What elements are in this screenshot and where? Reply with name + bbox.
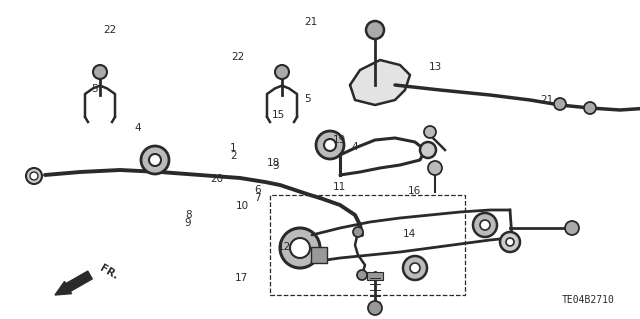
Circle shape [420, 142, 436, 158]
Bar [270, 195, 465, 295]
Circle shape [275, 65, 289, 79]
Circle shape [473, 213, 497, 237]
Text: 19: 19 [333, 135, 346, 145]
Text: 22: 22 [232, 52, 244, 63]
Circle shape [30, 172, 38, 180]
Text: 22: 22 [104, 25, 116, 35]
Text: 4: 4 [134, 122, 141, 133]
Text: 16: 16 [408, 186, 421, 197]
Text: FR.: FR. [98, 263, 120, 281]
Text: 14: 14 [403, 229, 416, 240]
Circle shape [149, 154, 161, 166]
Text: 4: 4 [352, 142, 358, 152]
Bar [367, 272, 383, 280]
Circle shape [93, 65, 107, 79]
Circle shape [403, 256, 427, 280]
Text: 17: 17 [236, 272, 248, 283]
Text: 6: 6 [254, 185, 260, 195]
Polygon shape [350, 60, 410, 105]
Circle shape [26, 168, 42, 184]
Circle shape [554, 98, 566, 110]
Circle shape [357, 270, 367, 280]
Text: TE04B2710: TE04B2710 [561, 295, 614, 305]
Text: 3: 3 [272, 161, 278, 171]
Text: 21: 21 [304, 17, 317, 27]
FancyArrow shape [55, 271, 92, 295]
Text: 2: 2 [230, 151, 237, 161]
Circle shape [316, 131, 344, 159]
Text: 7: 7 [254, 193, 260, 203]
Text: 15: 15 [272, 110, 285, 120]
Text: 9: 9 [185, 218, 191, 228]
Text: 18: 18 [268, 158, 280, 168]
Circle shape [368, 301, 382, 315]
Circle shape [353, 227, 363, 237]
Circle shape [480, 220, 490, 230]
Circle shape [366, 21, 384, 39]
Text: 5: 5 [92, 84, 98, 94]
Text: 5: 5 [304, 94, 310, 104]
Circle shape [565, 221, 579, 235]
Circle shape [410, 263, 420, 273]
Text: 12: 12 [278, 242, 291, 252]
Text: 1: 1 [230, 143, 237, 153]
Circle shape [141, 146, 169, 174]
Text: 8: 8 [185, 210, 191, 220]
Circle shape [424, 126, 436, 138]
Text: 10: 10 [236, 201, 248, 211]
Text: 11: 11 [333, 182, 346, 192]
Text: 13: 13 [429, 62, 442, 72]
Bar [311, 247, 327, 263]
Text: 21: 21 [541, 95, 554, 106]
Circle shape [290, 238, 310, 258]
Circle shape [280, 228, 320, 268]
Circle shape [324, 139, 336, 151]
Circle shape [500, 232, 520, 252]
Circle shape [506, 238, 514, 246]
Circle shape [428, 161, 442, 175]
Circle shape [584, 102, 596, 114]
Text: 20: 20 [210, 174, 223, 184]
